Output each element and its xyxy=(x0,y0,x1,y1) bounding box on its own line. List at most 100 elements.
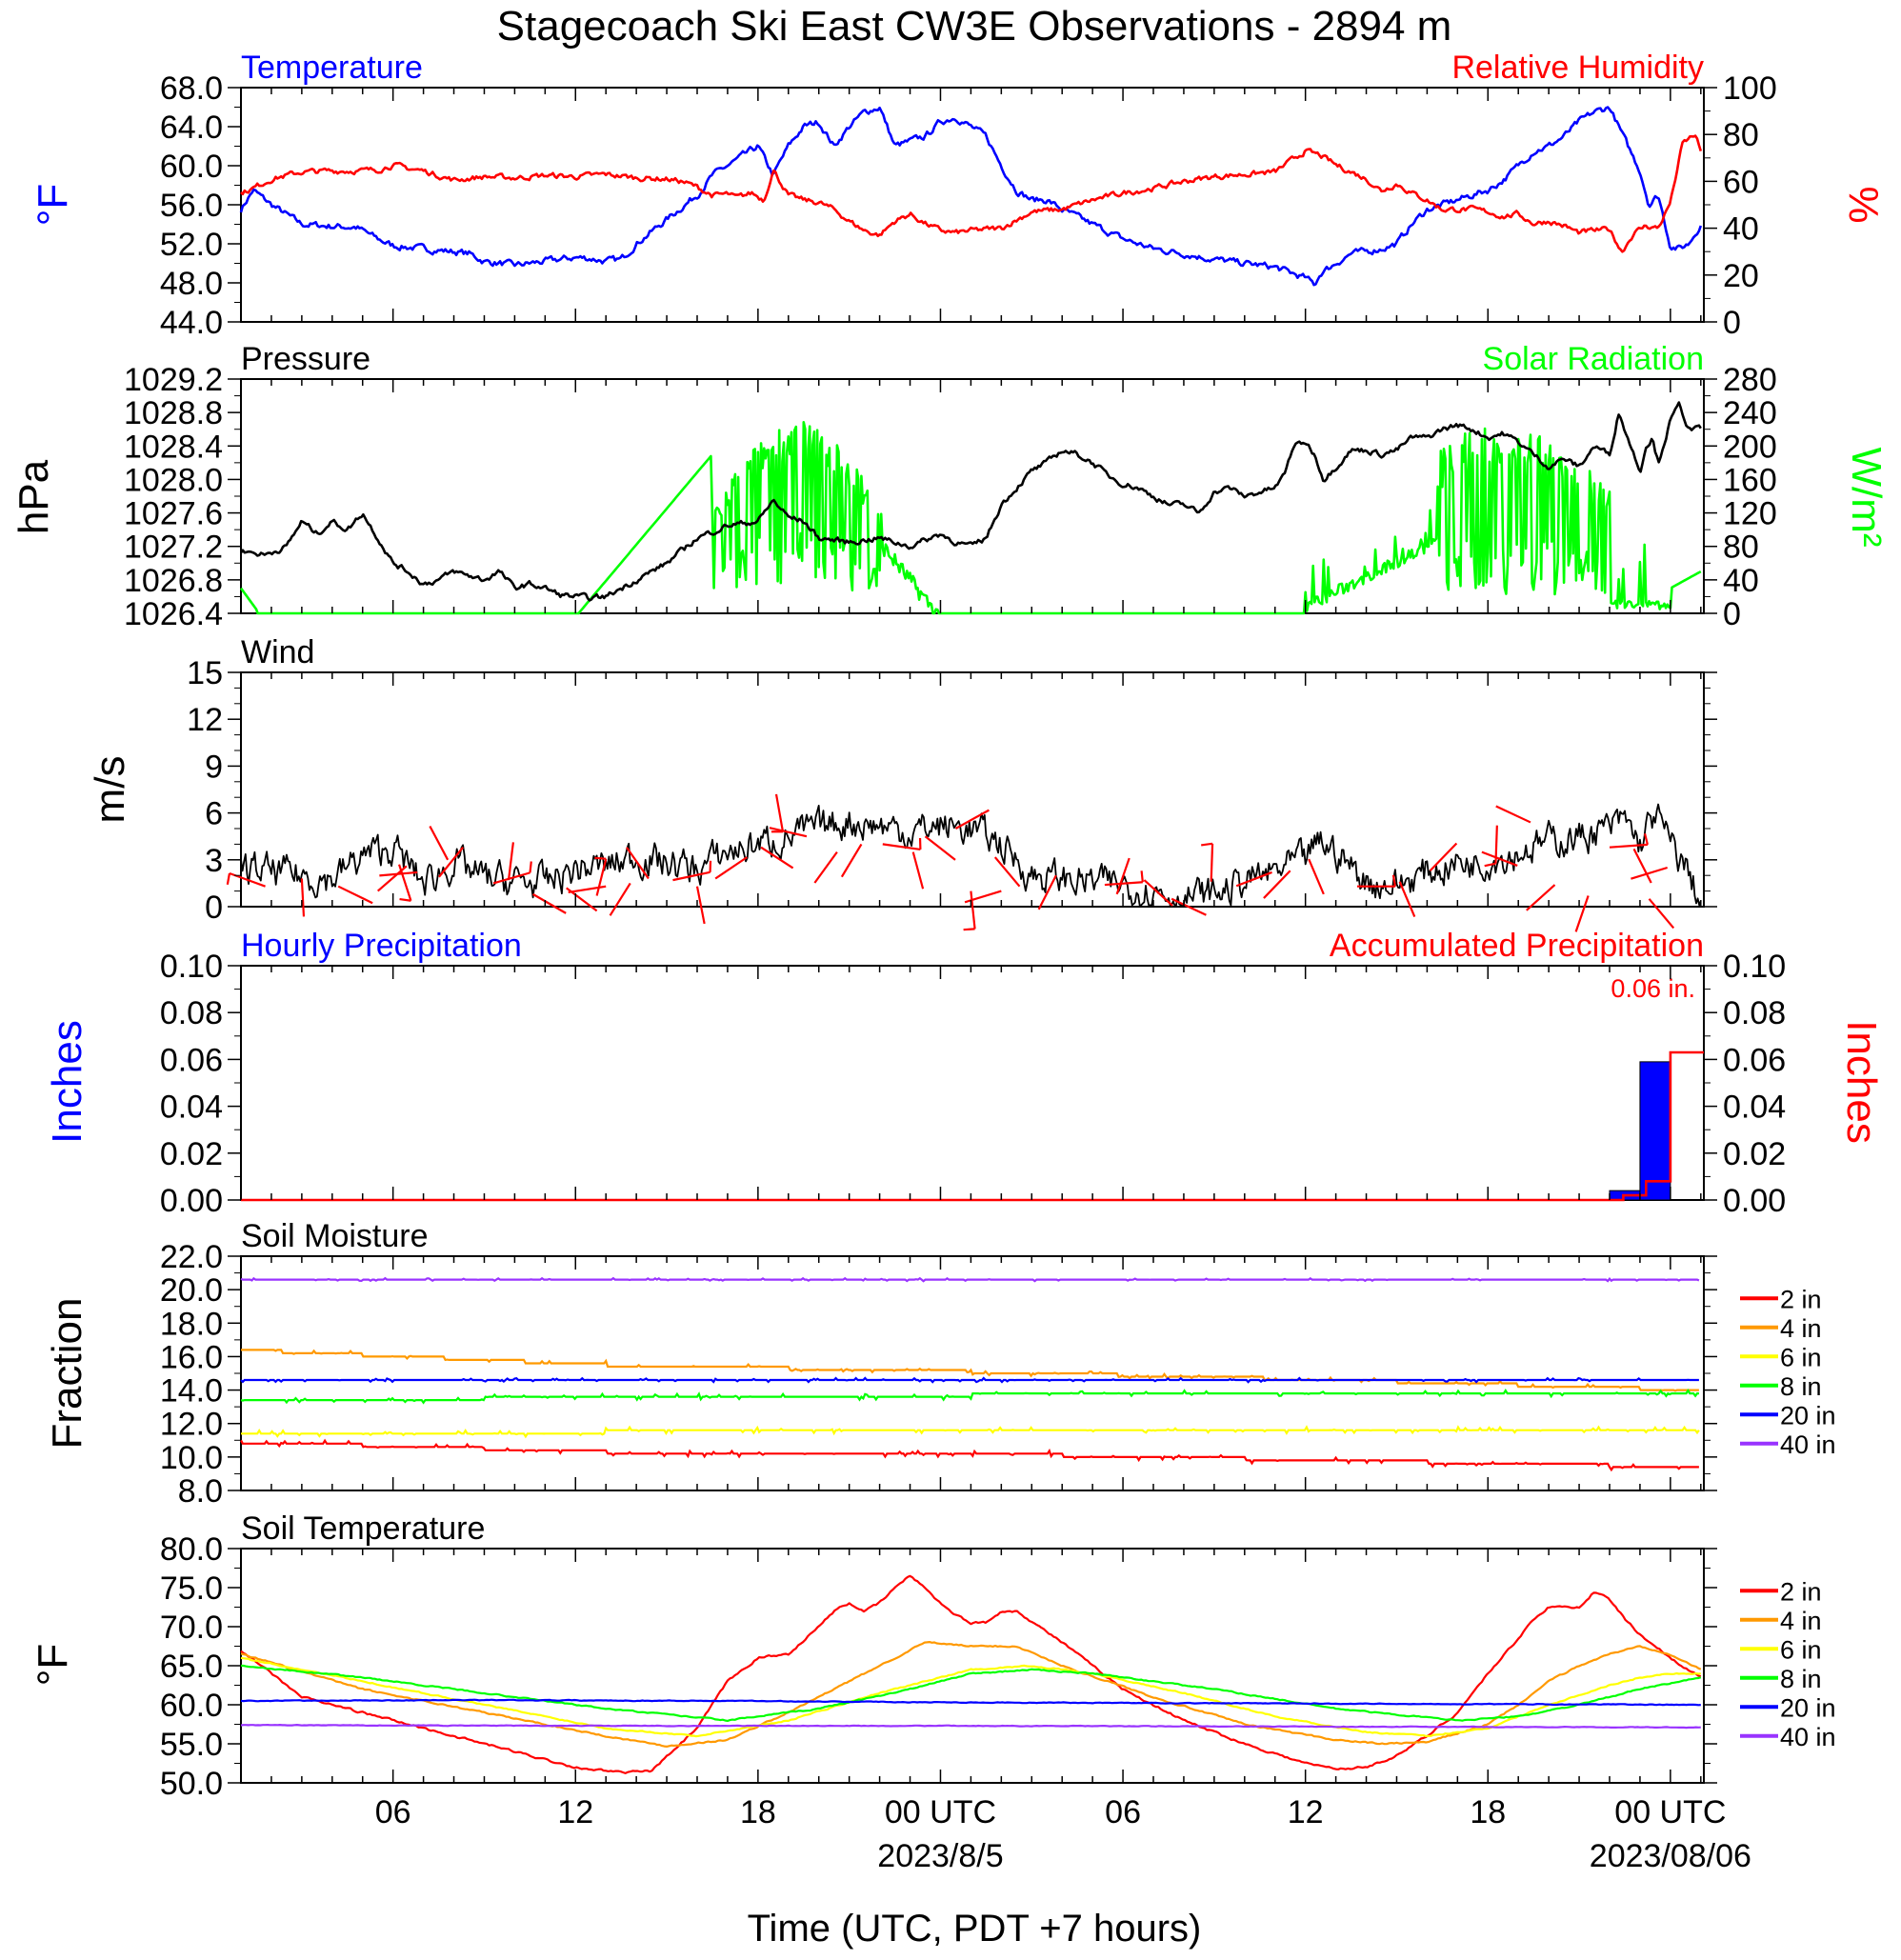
y-tick-label-left-5: 10.0 xyxy=(160,1440,223,1476)
series-line-soil-temp-2in xyxy=(240,1574,1702,1774)
x-axis: 06 12 18 00 UTC 06 12 18 00 UTC 2023/8/5 2023/08/… xyxy=(375,1794,1751,1874)
wind-barb xyxy=(399,897,411,902)
y-tick-label-left-6: 60.0 xyxy=(160,1688,223,1724)
panel-title-left-5: Soil Moisture xyxy=(241,1218,429,1254)
y-tick-label-left-4: 0.02 xyxy=(160,1136,223,1172)
y-tick-label-right-4: 0.02 xyxy=(1723,1136,1786,1172)
wind-barb xyxy=(379,870,418,877)
y-axis-label-right-4: Inches xyxy=(1838,1020,1885,1144)
x-axis-label: Time (UTC, PDT +7 hours) xyxy=(748,1908,1202,1950)
wind-barb xyxy=(1263,870,1291,899)
wind-barb xyxy=(1171,897,1207,916)
panel-title-right-4: Accumulated Precipitation xyxy=(1330,928,1704,964)
wind-barb xyxy=(532,892,567,914)
legend-label-6: 8 in xyxy=(1780,1665,1822,1693)
panel-title-left-3: Wind xyxy=(241,634,314,670)
precip-bar xyxy=(1639,1061,1671,1201)
wind-barb xyxy=(769,827,808,838)
x-date-label: 2023/08/06 xyxy=(1590,1838,1751,1874)
y-tick-label-left-6: 70.0 xyxy=(160,1610,223,1646)
wind-barb xyxy=(438,846,464,878)
legend-label-6: 6 in xyxy=(1780,1635,1822,1664)
y-tick-label-left-5: 14.0 xyxy=(160,1373,223,1410)
wind-barb xyxy=(1494,825,1498,864)
wind-barb xyxy=(594,856,607,860)
y-tick-label-right-2: 40 xyxy=(1723,563,1759,599)
wind-barb xyxy=(1391,874,1397,887)
series-line-soil-temp-20in xyxy=(240,1698,1701,1707)
legend-label-5: 40 in xyxy=(1780,1430,1836,1459)
wind-barb xyxy=(492,871,530,885)
panel-title-right-2: Solar Radiation xyxy=(1483,341,1704,377)
panel-title-right-1: Relative Humidity xyxy=(1451,50,1704,86)
y-tick-label-right-4: 0.08 xyxy=(1723,995,1786,1031)
series-line-soil-moisture-2in xyxy=(240,1438,1699,1472)
y-tick-label-left-1: 56.0 xyxy=(160,188,223,224)
panel-title-left-6: Soil Temperature xyxy=(241,1510,485,1547)
wind-barb xyxy=(760,846,794,870)
series-line-soil-temp-40in xyxy=(240,1724,1701,1730)
wind-barb xyxy=(1429,842,1458,872)
wind-barb xyxy=(1631,866,1669,880)
y-tick-label-left-3: 0 xyxy=(205,890,223,926)
x-tick-label: 06 xyxy=(1105,1794,1141,1830)
y-tick-label-left-4: 0.08 xyxy=(160,995,223,1031)
y-tick-label-right-1: 40 xyxy=(1723,211,1759,248)
y-tick-label-left-6: 80.0 xyxy=(160,1531,223,1568)
panels: 44.048.052.056.060.064.068.0020406080100… xyxy=(10,50,1890,1802)
y-tick-label-right-1: 80 xyxy=(1723,117,1759,153)
x-tick-label: 12 xyxy=(1288,1794,1324,1830)
wind-barb xyxy=(993,856,1021,888)
series-line-soil-moisture-8in xyxy=(240,1389,1699,1405)
wind-barb xyxy=(626,847,650,880)
wind-barb xyxy=(226,872,231,886)
y-tick-label-left-1: 44.0 xyxy=(160,305,223,341)
legend-label-5: 8 in xyxy=(1780,1372,1822,1401)
y-tick-label-right-2: 200 xyxy=(1723,429,1777,465)
y-tick-label-right-2: 0 xyxy=(1723,596,1741,632)
y-tick-label-left-3: 3 xyxy=(205,843,223,879)
y-tick-label-right-4: 0.10 xyxy=(1723,949,1786,985)
y-tick-label-left-2: 1027.2 xyxy=(124,530,223,566)
y-tick-label-left-6: 50.0 xyxy=(160,1766,223,1802)
legend-label-5: 2 in xyxy=(1780,1285,1822,1313)
y-tick-label-right-1: 100 xyxy=(1723,70,1777,107)
wind-barb xyxy=(1495,805,1531,824)
wind-barb xyxy=(1037,874,1057,910)
wind-barb xyxy=(813,850,838,884)
y-tick-label-left-6: 55.0 xyxy=(160,1727,223,1763)
series-line-soil-temp-8in xyxy=(241,1664,1702,1722)
y-tick-label-right-2: 120 xyxy=(1723,496,1777,532)
x-tick-label: 06 xyxy=(375,1794,411,1830)
panel-title-left-1: Temperature xyxy=(241,50,423,86)
y-tick-label-left-2: 1028.8 xyxy=(124,395,223,431)
wind-barb xyxy=(595,858,608,896)
y-axis-label-left-5: Fraction xyxy=(44,1298,90,1450)
y-tick-label-right-2: 240 xyxy=(1723,395,1777,431)
legend-label-6: 40 in xyxy=(1780,1723,1836,1751)
wind-barb xyxy=(1140,870,1144,883)
wind-barb xyxy=(1526,884,1556,911)
legend-label-6: 4 in xyxy=(1780,1607,1822,1635)
legend-label-5: 6 in xyxy=(1780,1343,1822,1371)
y-tick-label-left-1: 68.0 xyxy=(160,70,223,107)
y-tick-label-left-5: 20.0 xyxy=(160,1272,223,1309)
y-tick-label-left-5: 16.0 xyxy=(160,1339,223,1375)
series-line-soil-temp-6in xyxy=(240,1656,1701,1738)
y-tick-label-left-1: 52.0 xyxy=(160,227,223,263)
wind-barb xyxy=(507,842,514,881)
wind-barb xyxy=(1484,862,1496,868)
y-tick-label-right-2: 160 xyxy=(1723,462,1777,498)
y-tick-label-left-1: 64.0 xyxy=(160,110,223,146)
y-tick-label-left-4: 0.10 xyxy=(160,949,223,985)
wind-barb xyxy=(1143,879,1173,907)
y-tick-label-left-5: 18.0 xyxy=(160,1306,223,1342)
y-tick-label-left-2: 1029.2 xyxy=(124,362,223,398)
series-line-pressure xyxy=(239,401,1702,602)
x-date-label: 2023/8/5 xyxy=(877,1838,1003,1874)
y-tick-label-left-5: 22.0 xyxy=(160,1239,223,1275)
x-tick-label: 18 xyxy=(740,1794,776,1830)
series-line-soil-moisture-6in xyxy=(241,1425,1700,1439)
legend-label-5: 4 in xyxy=(1780,1314,1822,1343)
y-tick-label-right-2: 280 xyxy=(1723,362,1777,398)
